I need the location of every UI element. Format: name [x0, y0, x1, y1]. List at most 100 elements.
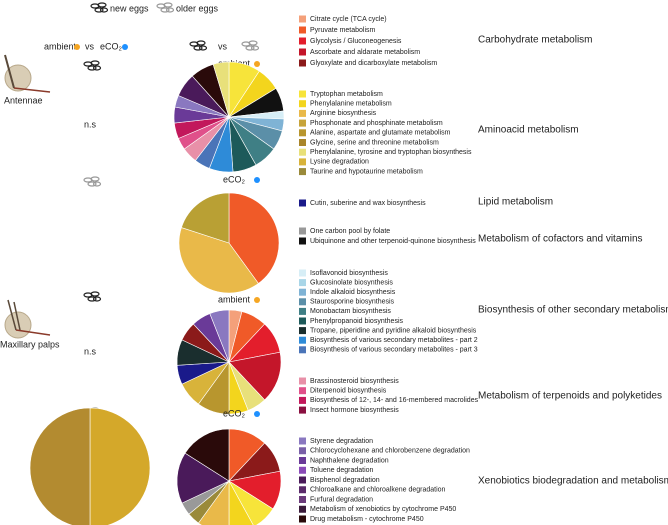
group-label: Metabolism of terpenoids and polyketides — [478, 391, 662, 402]
pie-slice — [181, 192, 230, 244]
legend-label: Alanine, aspartate and glutamate metabol… — [310, 130, 451, 137]
pie-slice — [228, 351, 282, 401]
legend-swatch — [299, 327, 306, 335]
legend-label: Biosynthesis of various secondary metabo… — [310, 347, 478, 354]
legend-label: Diterpenoid biosynthesis — [310, 388, 387, 395]
legend-label: Tryptophan metabolism — [310, 91, 383, 98]
legend-swatch — [299, 90, 306, 98]
legend-swatch — [299, 336, 306, 344]
pie-slice — [228, 480, 274, 525]
group-label: Metabolism of cofactors and vitamins — [478, 234, 643, 245]
legend-swatch — [299, 377, 306, 385]
legend-swatch — [299, 100, 306, 108]
eco2-dot — [122, 44, 128, 50]
legend-swatch — [299, 158, 306, 166]
legend-label: Staurosporine biosynthesis — [310, 299, 395, 306]
legend-label: Monobactam biosynthesis — [310, 308, 391, 315]
legend-label: Lysine degradation — [310, 159, 369, 166]
eco2-label: eCO₂ — [100, 41, 123, 51]
tissue-label: Antennae — [4, 95, 43, 105]
legend-label: Insect hormone biosynthesis — [310, 407, 399, 414]
legend-swatch — [299, 406, 306, 414]
legend-label: Indole alkaloid biosynthesis — [310, 289, 396, 296]
legend-label: Furfural degradation — [310, 496, 373, 503]
legend-swatch — [299, 109, 306, 117]
significance-label: n.s — [84, 119, 97, 129]
pie-title: eCO₂ — [223, 174, 246, 184]
legend-swatch — [299, 139, 306, 146]
legend-swatch — [299, 346, 306, 354]
legend-swatch — [299, 515, 306, 523]
legend-swatch — [299, 476, 306, 484]
pie-title-dot — [254, 411, 260, 417]
older-eggs-icon — [83, 176, 102, 187]
pie-title: ambient — [218, 294, 251, 304]
older-eggs-icon — [241, 40, 260, 51]
legend-swatch — [299, 496, 306, 503]
legend-label: Bisphenol degradation — [310, 477, 380, 484]
legend-swatch — [299, 37, 306, 45]
legend-label: Glycine, serine and threonine metabolism — [310, 139, 439, 146]
header-label: older eggs — [176, 3, 219, 13]
palp-illustration — [4, 299, 51, 339]
ambient-label: ambient — [44, 41, 77, 51]
pie-slice — [29, 407, 91, 525]
ambient-dot — [74, 44, 80, 50]
legend-label: Phenylalanine metabolism — [310, 101, 392, 108]
pie-slice — [184, 428, 230, 482]
legend-swatch — [299, 48, 306, 56]
pie-slice — [228, 480, 254, 525]
legend-swatch — [299, 199, 306, 207]
pie-title-dot — [254, 297, 260, 303]
legend-swatch — [299, 279, 306, 287]
group-label: Biosynthesis of other secondary metaboli… — [478, 305, 668, 316]
legend-label: Citrate cycle (TCA cycle) — [310, 16, 387, 23]
pie-slice — [178, 227, 259, 294]
legend-label: Phenylalanine, tyrosine and tryptophan b… — [310, 149, 472, 156]
pie-slice — [212, 61, 230, 118]
legend-label: One carbon pool by folate — [310, 228, 390, 235]
legend-label: Phosphonate and phosphinate metabolism — [310, 120, 443, 127]
legend-swatch — [299, 129, 306, 137]
pie-title-dot — [254, 61, 260, 67]
new-eggs-icon — [90, 2, 109, 13]
legend-swatch — [299, 298, 306, 306]
antenna-illustration — [4, 54, 51, 93]
legend-swatch — [299, 227, 306, 235]
new-eggs-icon — [189, 40, 208, 51]
legend-swatch — [299, 486, 306, 494]
legend-swatch — [299, 466, 306, 474]
legend-label: Biosynthesis of 12-, 14- and 16-membered… — [310, 397, 479, 404]
legend-label: Ubiquinone and other terpenoid-quinone b… — [310, 238, 476, 245]
significance-label: n.s — [84, 346, 97, 356]
legend-label: Ascorbate and aldarate metabolism — [310, 49, 420, 56]
legend-swatch — [299, 457, 306, 464]
group-label: Xenobiotics biodegradation and metabolis… — [478, 476, 668, 487]
group-label: Lipid metabolism — [478, 197, 553, 208]
legend-label: Cutin, suberine and wax biosynthesis — [310, 200, 426, 207]
group-label: Aminoacid metabolism — [478, 125, 579, 136]
pie-title-dot — [254, 177, 260, 183]
header-label: new eggs — [110, 3, 149, 13]
legend-label: Naphthalene degradation — [310, 457, 389, 464]
legend-swatch — [299, 447, 306, 455]
legend-label: Toluene degradation — [310, 467, 374, 474]
legend-label: Glucosinolate biosynthesis — [310, 279, 393, 286]
legend-label: Pyruvate metabolism — [310, 27, 376, 34]
legend-swatch — [299, 168, 306, 176]
legend-label: Biosynthesis of various secondary metabo… — [310, 337, 478, 344]
legend-swatch — [299, 148, 306, 156]
legend-label: Glycolysis / Gluconeogenesis — [310, 38, 402, 45]
legend-label: Chlorocyclohexane and chlorobenzene degr… — [310, 448, 470, 455]
legend-swatch — [299, 288, 306, 296]
legend-label: Chloroalkane and chloroalkene degradatio… — [310, 487, 446, 494]
legend-swatch — [299, 437, 306, 445]
legend-label: Taurine and hypotaurine metabolism — [310, 168, 423, 175]
legend-swatch — [299, 307, 306, 315]
pie-slice — [89, 407, 151, 525]
legend-label: Metabolism of xenobiotics by cytochrome … — [310, 506, 456, 513]
legend-label: Brassinosteroid biosynthesis — [310, 378, 399, 385]
legend-label: Phenylpropanoid biosynthesis — [310, 318, 404, 325]
legend-swatch — [299, 396, 306, 404]
